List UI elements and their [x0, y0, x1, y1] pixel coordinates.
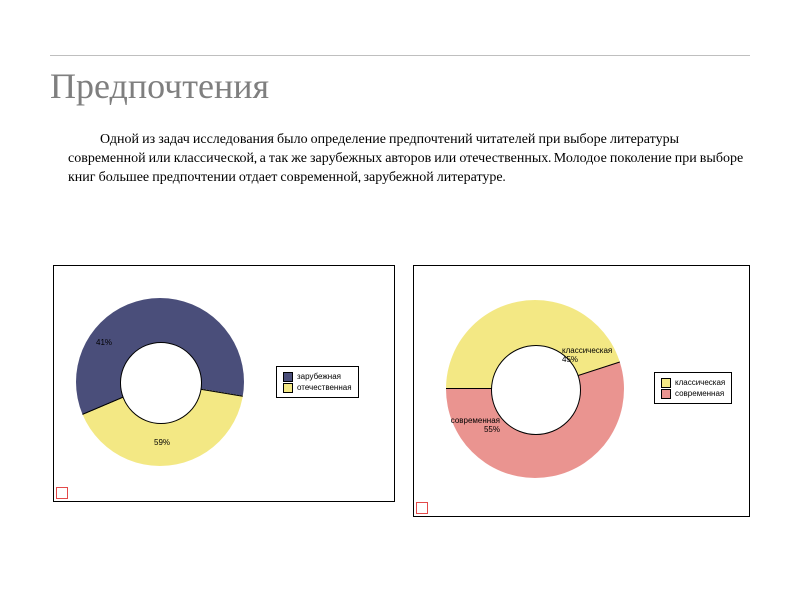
- chart2-label-classic: классическая 45%: [562, 346, 632, 364]
- chart2-label-modern: современная 55%: [430, 416, 500, 434]
- chart1-pct-foreign: 59%: [154, 438, 170, 447]
- legend-item: отечественная: [283, 382, 352, 393]
- chart1-legend: зарубежная отечественная: [276, 366, 359, 398]
- legend-item: классическая: [661, 377, 725, 388]
- legend-swatch: [283, 372, 293, 382]
- page-title: Предпочтения: [50, 65, 269, 107]
- chart-foreign-vs-domestic: 59% 41% зарубежная отечественная: [53, 265, 395, 502]
- legend-swatch: [661, 389, 671, 399]
- title-rule: [50, 55, 750, 56]
- legend-label: отечественная: [297, 382, 352, 393]
- chart2-legend: классическая современная: [654, 372, 732, 404]
- legend-swatch: [283, 383, 293, 393]
- legend-label: классическая: [675, 377, 725, 388]
- body-paragraph: Одной из задач исследования было определ…: [68, 130, 745, 187]
- chart1-pct-domestic: 41%: [96, 338, 112, 347]
- legend-label: современная: [675, 388, 724, 399]
- chart-classic-vs-modern: классическая 45% современная 55% классич…: [413, 265, 750, 517]
- legend-label: зарубежная: [297, 371, 341, 382]
- legend-item: современная: [661, 388, 725, 399]
- legend-swatch: [661, 378, 671, 388]
- legend-item: зарубежная: [283, 371, 352, 382]
- resize-handle-icon: [416, 502, 428, 514]
- donut-1-hole: [120, 342, 202, 424]
- resize-handle-icon: [56, 487, 68, 499]
